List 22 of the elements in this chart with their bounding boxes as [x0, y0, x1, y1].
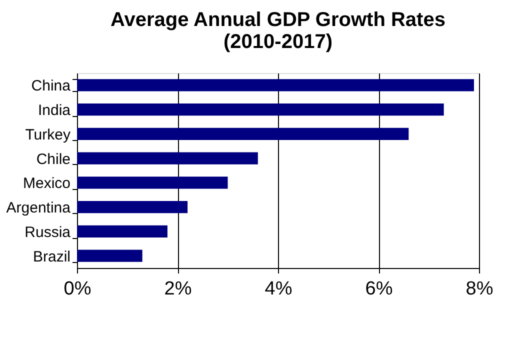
x-tick-label: 0%	[64, 278, 92, 300]
bar	[77, 250, 142, 262]
y-tick-label: Mexico	[22, 175, 70, 192]
x-tick-label: 8%	[466, 278, 494, 300]
y-tick-label: Turkey	[25, 126, 71, 144]
bar	[77, 103, 444, 116]
y-tick-label: India	[38, 102, 72, 120]
x-tick-label: 2%	[164, 278, 192, 300]
y-tick-label: Argentina	[6, 200, 72, 217]
y-tick-label: Chile	[36, 150, 70, 168]
chart-title: Average Annual GDP Growth Rates (2010-2017)	[110, 9, 446, 53]
x-tick-label: 6%	[365, 278, 393, 300]
y-tick-label: Russia	[24, 224, 72, 241]
y-tick-label: China	[31, 78, 72, 95]
bar	[77, 176, 228, 189]
x-tick-label: 4%	[264, 278, 292, 300]
bar	[77, 152, 258, 164]
bar	[77, 225, 168, 238]
bar	[77, 200, 188, 214]
y-tick-label: Brazil	[32, 248, 70, 266]
bar	[77, 128, 409, 140]
bar	[77, 79, 474, 92]
